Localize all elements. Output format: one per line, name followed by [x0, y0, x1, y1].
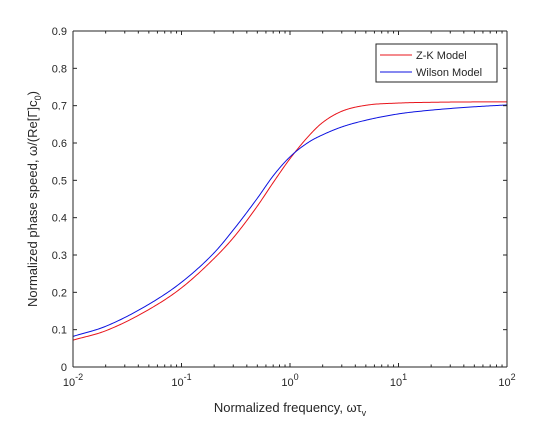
- y-tick-label: 0.8: [52, 63, 67, 75]
- series-line-wilson-model: [72, 104, 508, 337]
- y-tick-label: 0.5: [52, 175, 67, 187]
- y-tick-label: 0.6: [52, 138, 67, 150]
- series-layer: [72, 101, 508, 341]
- y-tick-label: 0.7: [52, 101, 67, 113]
- legend-label-z-k: Z-K Model: [416, 50, 467, 62]
- y-tick-label: 0.2: [52, 287, 67, 299]
- y-axis-title: Normalized phase speed, ω/(Re[Γ]c0): [25, 91, 43, 307]
- x-tick-label: 10-1: [171, 372, 191, 389]
- y-tick-label: 0.9: [52, 26, 67, 38]
- series-line-z-k-model: [72, 101, 507, 341]
- legend: Z-K Model Wilson Model: [375, 43, 498, 83]
- ticks-layer: 0 0.1 0.2 0.3 0.4 0.5 0.6 0.7 0.8 0.9 10-2 10-1 100 1…: [52, 26, 516, 389]
- y-tick-label: 0.3: [52, 250, 67, 262]
- x-tick-label: 100: [281, 372, 298, 389]
- y-tick-label: 0.1: [52, 325, 67, 337]
- x-tick-label: 102: [498, 372, 515, 389]
- y-tick-label: 0.4: [52, 213, 67, 225]
- x-axis-title: Normalized frequency, ωτv: [214, 400, 367, 418]
- x-tick-label: 10-2: [63, 372, 83, 389]
- y-tick-label: 0: [61, 362, 67, 374]
- x-tick-label: 101: [390, 372, 407, 389]
- legend-label-wilson: Wilson Model: [416, 67, 482, 79]
- legend-box: [375, 43, 498, 83]
